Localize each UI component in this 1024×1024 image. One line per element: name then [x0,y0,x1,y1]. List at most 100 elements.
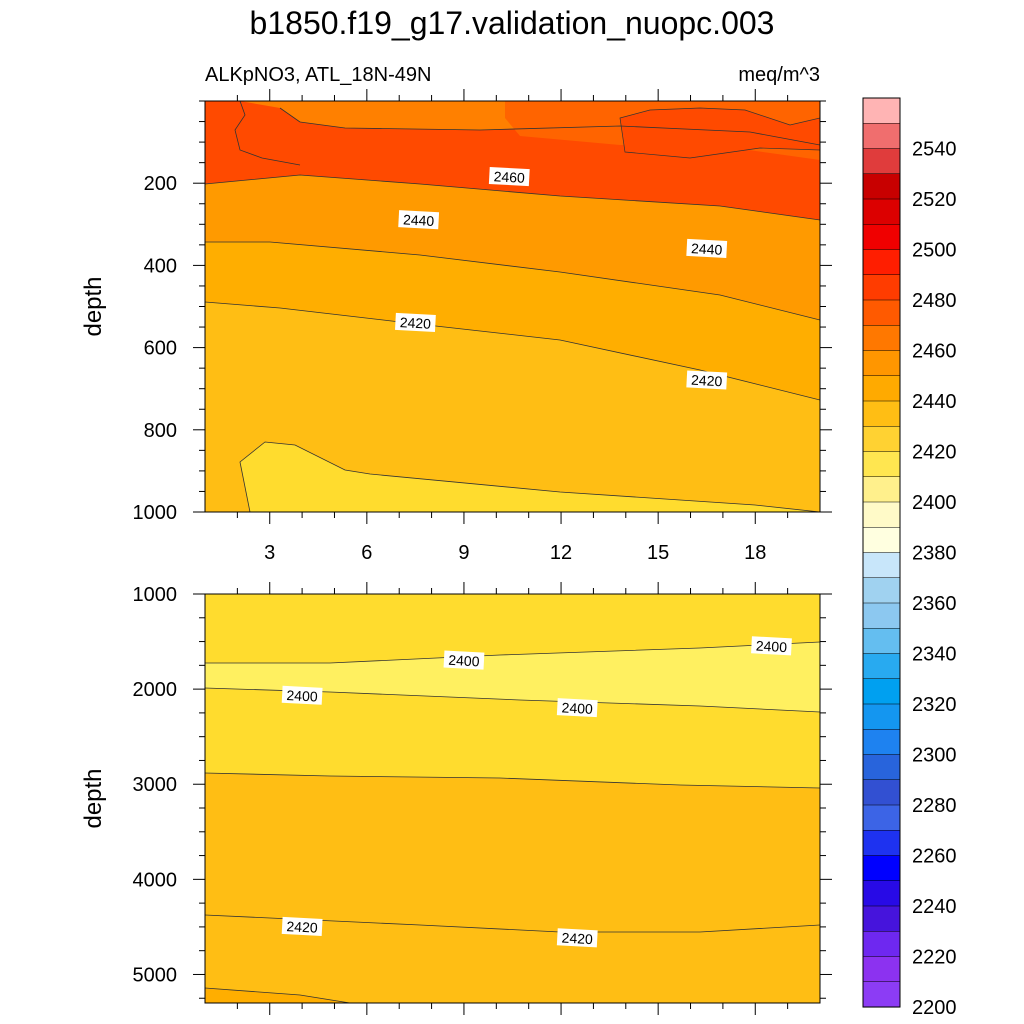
y-tick-label: 1000 [133,584,178,606]
contour-label-bg [686,238,728,258]
subtitle-units: meq/m^3 [738,64,820,86]
colorbar: 2540 2520 2500 2480 2460 2440 2420 2400 2380 2360… [862,97,957,1019]
colorbar-swatch [862,274,901,301]
contour-line-0-2 [205,241,820,321]
colorbar-label: 2200 [912,997,957,1019]
colorbar-swatch [862,804,901,831]
colorbar-swatch [862,325,901,352]
colorbar-swatch [862,956,901,983]
colorbar-label: 2400 [912,492,957,514]
y-axis-label: depth [80,276,107,336]
colorbar-label: 2240 [912,896,957,918]
contour-label-text: 2440 [691,240,723,258]
contour-label: 2420 [281,916,323,936]
contour-label-text: 2420 [286,918,318,936]
colorbar-swatch [862,729,901,756]
contour-label-bg [556,698,598,718]
colorbar-label: 2500 [912,240,957,262]
y-tick-label: 2000 [133,679,178,701]
colorbar-swatch [862,451,901,478]
colorbar-label: 2480 [912,290,957,312]
colorbar-swatch [862,653,901,680]
colorbar-swatch [862,426,901,453]
contour-label: 2420 [395,312,436,332]
y-tick-label: 800 [144,420,177,442]
contour-fills [205,101,820,512]
colorbar-swatch [862,173,901,200]
contour-label: 2400 [281,685,323,705]
contour-label-text: 2420 [561,930,593,948]
colorbar-swatch [862,628,901,655]
colorbar-label: 2380 [912,543,957,565]
colorbar-swatch [862,855,901,882]
contour-label-text: 2400 [448,652,480,670]
colorbar-swatch [862,527,901,554]
y-tick-label: 1000 [133,502,178,524]
colorbar-label: 2300 [912,745,957,767]
lower-panel: 1000 2000 3000 4000 5000 depth 2400 2400 2400 240… [80,582,832,1015]
contour-label-text: 2400 [561,699,593,717]
contour-label-text: 2440 [403,211,435,229]
colorbar-label: 2460 [912,341,957,363]
contour-label-text: 2400 [286,687,318,705]
contour-label-bg [443,650,485,670]
colorbar-swatch [862,931,901,958]
contour-label: 2400 [556,698,598,718]
colorbar-swatch [862,880,901,907]
colorbar-swatch [862,97,901,124]
contour-region-max [619,107,820,159]
contour-region-1-5 [205,594,240,606]
colorbar-swatch [862,981,901,1008]
contour-label-text: 2420 [691,372,723,390]
x-tick-label: 9 [458,542,469,564]
colorbar-swatch [862,299,901,326]
colorbar-swatch [862,754,901,781]
plot-frame [204,593,821,1004]
colorbar-swatch [862,703,901,730]
colorbar-swatch [862,476,901,503]
colorbar-swatch [862,148,901,175]
x-tick-label: 6 [361,542,372,564]
colorbar-swatch [862,249,901,276]
contour-label-bg [395,312,436,332]
y-axis-label: depth [80,768,107,828]
contour-line-0-1 [205,174,820,221]
y-tick-label: 200 [144,173,177,195]
x-tick-label: 12 [550,542,572,564]
colorbar-label: 2360 [912,593,957,615]
contour-line-1-5 [205,987,351,1003]
x-tick-label: 3 [264,542,275,564]
upper-panel: 3 6 9 12 15 18 200 400 600 800 1000 depth 2460 2440 24… [80,89,832,564]
chart-title: b1850.f19_g17.validation_nuopc.003 [250,5,775,41]
colorbar-label: 2280 [912,795,957,817]
colorbar-label: 2440 [912,391,957,413]
contour-line-1-1 [205,641,820,664]
x-tick-label: 18 [744,542,766,564]
colorbar-swatch [862,678,901,705]
colorbar-swatch [862,198,901,225]
contour-label-bg [281,685,323,705]
contour-label: 2420 [556,928,598,948]
contour-line-1-3 [205,772,820,789]
contour-line-0-5 [299,121,820,146]
contour-label-text: 2460 [493,168,525,186]
colorbar-swatch [862,830,901,857]
subtitle-left: ALKpNO3, ATL_18N-49N [205,64,431,86]
contour-label: 2460 [488,167,530,187]
colorbar-swatch [862,224,901,251]
y-tick-label: 4000 [133,869,178,891]
contour-line-0-0 [234,101,301,166]
colorbar-label: 2220 [912,947,957,969]
contour-label-text: 2400 [755,638,787,656]
colorbar-swatch [862,905,901,932]
contour-label: 2400 [751,636,792,656]
colorbar-swatch [862,779,901,806]
contour-label: 2440 [398,210,440,230]
colorbar-swatch [862,577,901,604]
colorbar-swatch [862,552,901,579]
colorbar-swatch [862,123,901,150]
y-tick-label: 3000 [133,774,178,796]
contour-fills [205,594,820,1003]
contour-label-bg [398,210,440,230]
